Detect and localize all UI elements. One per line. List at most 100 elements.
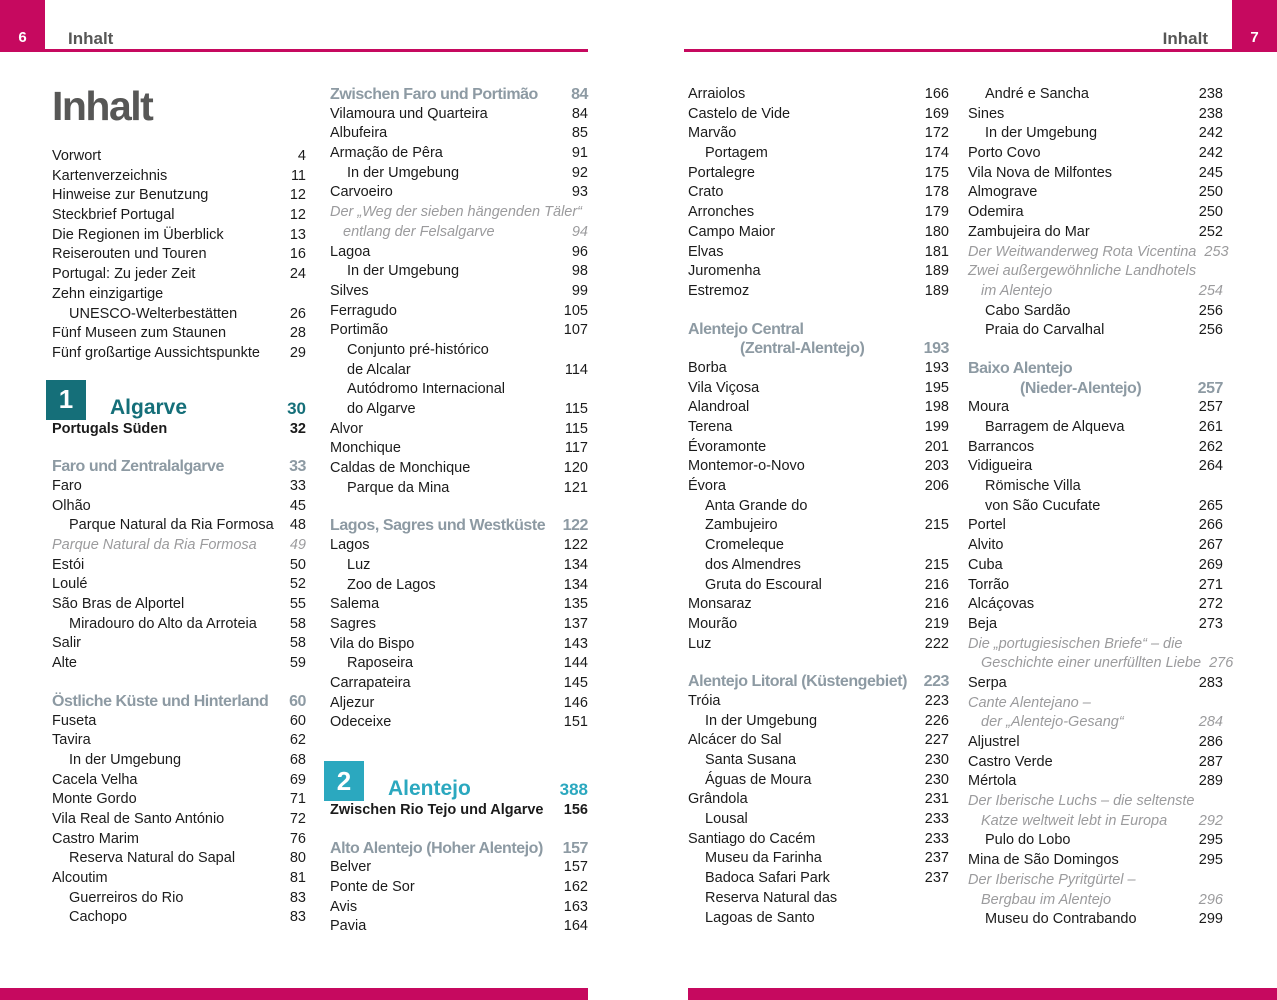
entry-label: Mértola (968, 773, 1017, 790)
page-number-badge-left: 6 (0, 0, 45, 52)
running-head-left: Inhalt (68, 29, 114, 48)
page-ref: 145 (563, 674, 588, 691)
entry-label: Conjunto pré-histórico (347, 341, 489, 358)
page-ref: 284 (1198, 714, 1223, 731)
entry-label: Der Iberische Pyritgürtel – (968, 871, 1136, 888)
page-ref: 4 (297, 148, 306, 164)
entry-label: Alentejo Central (688, 320, 804, 338)
page-ref: 84 (571, 86, 588, 103)
toc-entry: Odeceixe 151 (330, 713, 588, 733)
entry-label: Almograve (968, 184, 1038, 201)
entry-label: Guerreiros do Rio (69, 889, 184, 906)
page-ref: 49 (289, 537, 306, 553)
toc-entry: Zehn einzigartige (52, 285, 306, 305)
page-ref: 273 (1198, 615, 1223, 632)
entry-label: Vila Real de Santo António (52, 810, 225, 827)
entry-label: Baixo Alentejo (968, 359, 1073, 377)
entry-label: Monsaraz (688, 596, 752, 613)
page-ref: 216 (924, 596, 949, 613)
toc-entry: Conjunto pré-histórico (330, 341, 588, 361)
entry-label: Estremoz (688, 282, 750, 299)
chapter-number-box: 2 (324, 761, 364, 801)
entry-label: Ferragudo (330, 302, 397, 319)
toc-entry: Caldas de Monchique 120 (330, 459, 588, 479)
entry-label: Albufeira (330, 125, 388, 142)
page-ref: 121 (563, 479, 588, 496)
entry-label: Moura (968, 399, 1010, 416)
entry-label: Serpa (968, 674, 1007, 691)
entry-label: Sines (968, 105, 1005, 122)
entry-label: Grândola (688, 791, 748, 808)
header-rule-right (684, 49, 1232, 52)
page-ref: 115 (564, 401, 588, 417)
toc-entry: Mourão 219 (688, 615, 949, 635)
toc-entry: Tavira 62 (52, 731, 306, 751)
entry-label: São Bras de Alportel (52, 596, 185, 613)
page-ref: 83 (289, 889, 306, 906)
toc-feature-entry: entlang der Felsalgarve 94 (330, 223, 588, 243)
toc-entry: Salema 135 (330, 595, 588, 615)
page-ref: 172 (924, 125, 949, 142)
page-ref: 162 (563, 879, 588, 896)
toc-entry: Guerreiros do Rio 83 (52, 889, 306, 909)
toc-entry: Castro Marim 76 (52, 830, 306, 850)
page-ref: 299 (1198, 911, 1223, 928)
page-ref: 11 (290, 167, 306, 184)
toc-entry: Alvor 115 (330, 420, 588, 440)
toc-entry: Santiago do Cacém 233 (688, 830, 949, 850)
page-number: 6 (18, 29, 27, 46)
toc-entry: Reserva Natural do Sapal 80 (52, 849, 306, 869)
entry-label: Lagoa (330, 243, 371, 260)
entry-label: Monte Gordo (52, 791, 137, 808)
page-ref: 238 (1198, 105, 1223, 122)
page-ref: 59 (289, 655, 306, 672)
page-ref: 178 (924, 184, 949, 201)
entry-label: Cante Alentejano – (968, 694, 1091, 711)
page-ref: 157 (562, 839, 589, 857)
page-ref: 233 (924, 830, 949, 847)
page-ref: 256 (1198, 302, 1223, 319)
toc-entry: Portagem 174 (688, 144, 949, 164)
page-ref: 267 (1198, 537, 1223, 554)
entry-label: Lagoas de Santo (705, 909, 815, 926)
toc-entry: Armação de Pêra 91 (330, 144, 588, 164)
toc-entry: Steckbrief Portugal 12 (52, 206, 306, 226)
page-ref: 99 (571, 282, 588, 299)
page-ref: 286 (1198, 734, 1223, 750)
toc-entry: Albufeira 85 (330, 124, 588, 144)
entry-label: Águas de Moura (705, 771, 812, 788)
toc-entry: In der Umgebung 226 (688, 712, 949, 732)
entry-label: im Alentejo (981, 282, 1053, 299)
page-ref: 107 (563, 322, 588, 339)
toc-entry: Museu do Contrabando 299 (968, 910, 1223, 930)
entry-label: Évoramonte (688, 438, 767, 455)
page-ref: 289 (1198, 773, 1223, 790)
page-ref: 29 (289, 344, 306, 361)
toc-entry: Portalegre 175 (688, 164, 949, 184)
entry-label: Portugals Süden (52, 420, 168, 437)
page-ref: 135 (563, 596, 588, 613)
toc-entry: Arraiolos 166 (688, 85, 949, 105)
toc-entry: Campo Maior 180 (688, 223, 949, 243)
page-ref: 250 (1198, 184, 1223, 201)
toc-entry: São Bras de Alportel 55 (52, 595, 306, 615)
page-ref: 122 (562, 517, 589, 535)
entry-label: Römische Villa (985, 478, 1081, 495)
toc-entry: Carvoeiro 93 (330, 183, 588, 203)
toc-entry: Raposeira 144 (330, 654, 588, 674)
entry-label: Barragem de Alqueva (985, 419, 1125, 435)
entry-label: Die Regionen im Überblick (52, 226, 224, 243)
toc-entry: Vila Nova de Milfontes 245 (968, 164, 1223, 184)
page-ref: 388 (559, 780, 588, 799)
page-ref: 137 (563, 615, 588, 632)
entry-label: Cuba (968, 556, 1003, 573)
page-ref: 72 (289, 810, 306, 827)
entry-label: Der „Weg der sieben hängenden Täler“ (330, 204, 583, 221)
page-ref: 180 (924, 223, 949, 240)
toc-entry: Tróia 223 (688, 692, 949, 712)
toc-column-3: Arraiolos 166 Castelo de Vide 169 Marvão 172 P… (688, 85, 949, 928)
page-ref: 13 (289, 226, 306, 243)
toc-entry: Museu da Farinha 237 (688, 849, 949, 869)
entry-label: Katze weltweit lebt in Europa (981, 812, 1168, 829)
page-ref: 71 (289, 791, 306, 808)
